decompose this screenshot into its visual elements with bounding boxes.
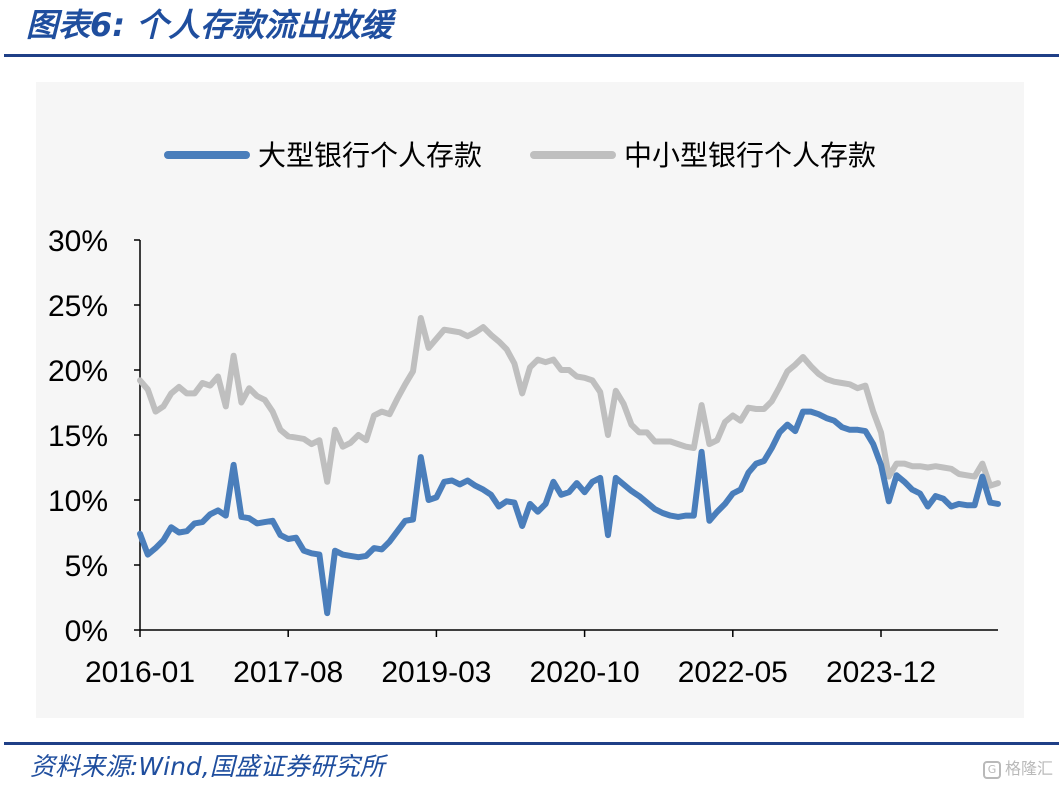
x-tick-label: 2020-10 <box>530 656 640 689</box>
x-tick-label: 2016-01 <box>85 656 195 689</box>
y-tick-label: 30% <box>48 225 108 258</box>
source-rule <box>4 742 1059 745</box>
title-rule <box>4 54 1059 57</box>
x-tick-label: 2019-03 <box>381 656 491 689</box>
x-tick-label: 2022-05 <box>678 656 788 689</box>
series-layer <box>137 315 1001 617</box>
series-line <box>137 408 1001 617</box>
watermark: G 格隆汇 <box>982 756 1053 782</box>
legend-label: 中小型银行个人存款 <box>624 139 876 172</box>
y-tick-label: 0% <box>65 615 108 648</box>
legend: 大型银行个人存款 中小型银行个人存款 <box>164 139 876 172</box>
y-tick-label: 20% <box>48 355 108 388</box>
x-tick-label: 2023-12 <box>826 656 936 689</box>
watermark-logo-icon: G <box>982 760 1001 779</box>
y-tick-label: 5% <box>65 550 108 583</box>
y-tick-label: 25% <box>48 290 108 323</box>
watermark-text: 格隆汇 <box>1004 759 1053 778</box>
plot-background <box>36 82 1024 718</box>
source-note: 资料来源:Wind,国盛证券研究所 <box>30 752 385 781</box>
series-line <box>137 315 1001 489</box>
x-tick-label: 2017-08 <box>233 656 343 689</box>
y-axis: 0% 5% 10% 15% 20% 25% 30% <box>48 225 141 648</box>
y-tick-label: 15% <box>48 420 108 453</box>
chart-title: 图表6: 个人存款流出放缓 <box>26 6 393 44</box>
y-tick-label: 10% <box>48 485 108 518</box>
x-axis: 2016-01 2017-08 2019-03 2020-10 2022-05 2023-… <box>85 629 998 689</box>
legend-label: 大型银行个人存款 <box>258 139 482 172</box>
